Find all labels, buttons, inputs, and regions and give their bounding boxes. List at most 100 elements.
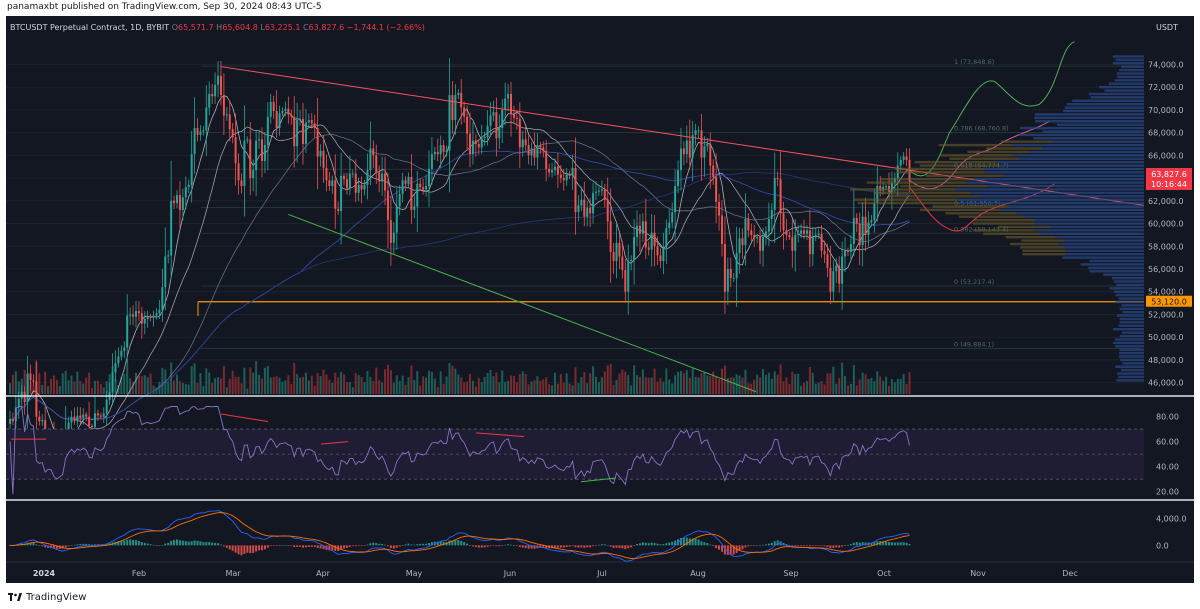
macd-histogram-bar	[442, 541, 445, 546]
macd-histogram-bar	[788, 544, 791, 546]
volume-bar	[407, 377, 410, 394]
macd-histogram-bar	[518, 545, 521, 548]
candle-body	[644, 221, 647, 248]
chart-container[interactable]: BTCUSDT Perpetual Contract, 1D, BYBIT O6…	[6, 16, 1194, 583]
macd-histogram-bar	[108, 543, 111, 546]
volume-bar	[140, 376, 143, 394]
candle-body	[504, 98, 507, 110]
candle-body	[114, 363, 117, 373]
macd-histogram-bar	[720, 545, 723, 552]
volume-bar	[732, 377, 735, 394]
macd-histogram-bar	[709, 544, 712, 546]
candle-body	[155, 313, 158, 316]
macd-histogram-bar	[246, 545, 249, 553]
candle-body	[284, 108, 287, 112]
macd-histogram-bar	[656, 543, 659, 546]
macd-histogram-bar	[217, 543, 220, 546]
volume-bar	[650, 377, 653, 394]
candle-body	[501, 109, 504, 129]
macd-histogram-bar	[310, 545, 313, 547]
macd-histogram-bar	[712, 545, 715, 547]
macd-histogram-bar	[650, 542, 653, 546]
rsi-axis[interactable]: 80.00 60.00 40.00 20.00	[1156, 413, 1179, 497]
high-value: 65,604.8	[222, 23, 258, 32]
volume-profile-bar	[1116, 72, 1144, 75]
candle-body	[595, 191, 597, 193]
macd-histogram-bar	[64, 545, 67, 548]
candle-body	[102, 413, 105, 417]
volume-bar	[123, 373, 126, 394]
change-value: −1,744.1 (−2.66%)	[347, 23, 425, 32]
macd-histogram-bar	[800, 545, 803, 546]
candlesticks	[9, 58, 911, 473]
macd-histogram-bar	[363, 545, 366, 546]
volume-bar	[609, 363, 612, 394]
volume-bar	[340, 372, 343, 394]
time-axis[interactable]: 2024 Feb Mar Apr May Jun Jul Aug Sep Oct Nov Dec	[33, 569, 1078, 578]
volume-bar	[688, 377, 691, 394]
volume-bar	[190, 366, 193, 394]
macd-histogram-bar	[545, 545, 548, 549]
candle-body	[498, 128, 501, 139]
volume-bars	[9, 361, 911, 394]
volume-profile-value-area	[967, 150, 1031, 154]
macd-histogram-bar	[873, 542, 876, 546]
volume-profile-bar	[1042, 130, 1144, 133]
volume-profile-bar	[1062, 256, 1144, 259]
time-tick-label: Mar	[225, 569, 241, 578]
candle-body	[568, 174, 571, 176]
volume-profile-bar	[1030, 150, 1144, 154]
candle-body	[653, 232, 656, 247]
macd-histogram-bar	[469, 545, 472, 546]
macd-axis[interactable]: 4,000.0 0.0	[1156, 515, 1187, 551]
candle-body	[718, 201, 721, 216]
price-axis[interactable]: 74,000.0 72,000.0 70,000.0 68,000.0 66,000.0…	[1148, 60, 1184, 387]
macd-histogram-bar	[290, 545, 293, 546]
candle-body	[773, 178, 776, 210]
macd-histogram-bar	[67, 545, 70, 547]
macd-histogram-bar	[876, 541, 879, 546]
volume-bar	[805, 381, 808, 394]
volume-bar	[630, 385, 633, 394]
macd-histogram-bar	[902, 542, 905, 546]
candle-body	[536, 145, 539, 158]
macd-histogram-bar	[234, 545, 237, 553]
macd-histogram-bar	[636, 544, 639, 546]
candle-body	[577, 205, 580, 213]
publish-header: panamaxbt published on TradingView.com, …	[0, 0, 1200, 16]
macd-histogram-bar	[668, 542, 671, 546]
candle-body	[726, 268, 729, 292]
candle-body	[343, 175, 346, 180]
price-chart-svg[interactable]: BTCUSDT Perpetual Contract, 1D, BYBIT O6…	[6, 16, 1194, 583]
volume-profile-bar	[1112, 55, 1144, 58]
candle-body	[17, 398, 20, 408]
c-label: C	[303, 23, 309, 32]
volume-bar	[808, 366, 811, 394]
candle-body	[735, 253, 738, 279]
volume-bar	[11, 374, 14, 394]
volume-bar	[389, 370, 392, 394]
volume-bar	[50, 378, 53, 394]
volume-bar	[360, 377, 363, 394]
macd-histogram-bar	[105, 543, 108, 546]
volume-profile-bar	[1119, 334, 1144, 338]
candle-body	[41, 420, 44, 422]
macd-histogram-bar	[167, 542, 170, 546]
volume-bar	[231, 370, 234, 394]
macd-histogram-bar	[231, 545, 234, 551]
candle-body	[243, 140, 246, 187]
volume-bar	[483, 377, 486, 394]
volume-bar	[703, 372, 706, 394]
candle-body	[480, 138, 483, 148]
volume-bar	[791, 371, 794, 394]
macd-histogram-bar	[524, 545, 527, 549]
volume-bar	[580, 377, 583, 394]
candle-body	[665, 228, 668, 248]
candle-body	[615, 242, 618, 262]
volume-profile-bar	[1116, 314, 1144, 317]
volume-bar	[378, 380, 381, 394]
macd-histogram-bar	[243, 545, 246, 554]
volume-bar	[357, 375, 360, 394]
o-label: O	[172, 23, 178, 32]
candle-body	[767, 218, 770, 232]
